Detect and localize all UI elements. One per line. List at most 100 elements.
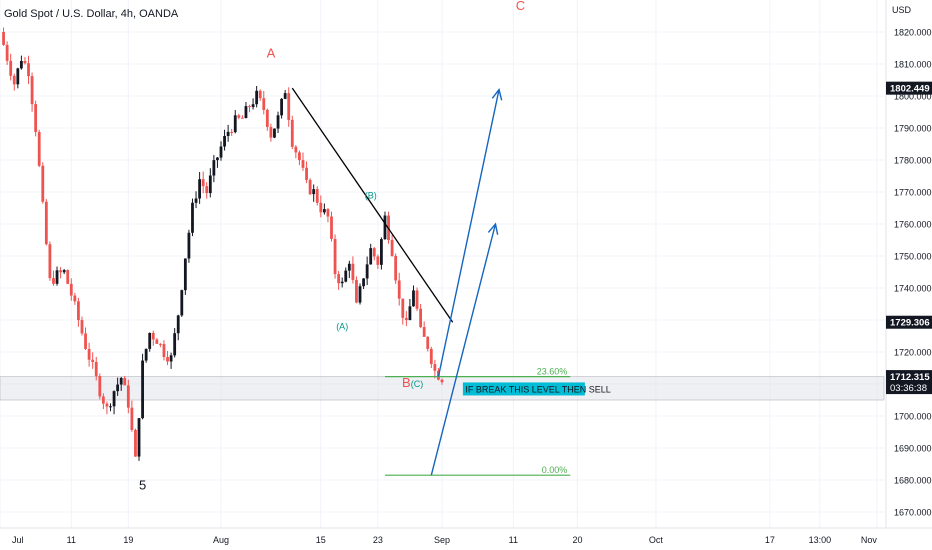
- candle-body: [258, 90, 262, 99]
- candle-body: [419, 308, 423, 328]
- candle-body: [91, 359, 95, 363]
- candle-body: [298, 152, 301, 161]
- candle-body: [216, 157, 219, 161]
- candle-body: [380, 239, 383, 265]
- note-box: [462, 382, 585, 396]
- candle-body: [347, 263, 351, 271]
- y-tick-label: 1690.000: [894, 444, 932, 454]
- candle-body: [123, 377, 127, 386]
- x-tick-label: 11: [509, 535, 518, 545]
- y-tick-label: 1770.000: [894, 188, 932, 198]
- candle-body: [198, 179, 202, 199]
- candle-body: [244, 106, 248, 119]
- candle-body: [126, 385, 130, 408]
- x-tick-label: 11: [67, 535, 76, 545]
- y-tick-label: 1670.000: [894, 508, 932, 518]
- candle-body: [112, 391, 116, 407]
- candle-body: [2, 32, 5, 45]
- candle-body: [134, 429, 137, 457]
- candle-body: [37, 131, 41, 166]
- wave-label: 5: [139, 478, 146, 493]
- candle-body: [180, 290, 184, 316]
- chart-title: Gold Spot / U.S. Dollar, 4h, OANDA: [4, 8, 179, 20]
- candle-body: [223, 135, 226, 147]
- candle-body: [30, 76, 34, 105]
- x-tick-label: 23: [373, 535, 383, 545]
- candle-body: [109, 406, 112, 408]
- candle-body: [362, 278, 365, 287]
- candle-body: [183, 258, 187, 291]
- currency-label: USD: [892, 5, 912, 15]
- price-label: 1802.449: [890, 84, 930, 95]
- x-tick-label: Jul: [12, 535, 24, 545]
- candle-body: [105, 403, 109, 407]
- x-tick-label: Oct: [649, 535, 664, 545]
- candle-body: [9, 60, 13, 76]
- candle-body: [390, 239, 394, 256]
- candle-body: [119, 377, 123, 385]
- candle-body: [365, 264, 369, 279]
- candle-body: [116, 384, 120, 392]
- candle-body: [77, 301, 80, 321]
- candle-body: [144, 348, 148, 361]
- candle-body: [219, 146, 223, 158]
- x-tick-label: Aug: [213, 535, 229, 545]
- candle-body: [426, 336, 430, 349]
- candle-body: [226, 131, 230, 136]
- candle-body: [27, 63, 30, 77]
- y-tick-label: 1790.000: [894, 124, 932, 134]
- grid-lines: [0, 0, 884, 528]
- candle-body: [397, 280, 401, 299]
- y-tick-label: 1750.000: [894, 252, 932, 262]
- candle-body: [48, 244, 52, 279]
- candle-body: [101, 396, 105, 404]
- candle-body: [176, 315, 180, 334]
- candle-body: [248, 106, 251, 108]
- y-tick-label: 1740.000: [894, 284, 932, 294]
- countdown-label: 03:36:38: [890, 383, 927, 394]
- wave-label: C: [516, 0, 525, 13]
- projection-arrow-head: [491, 88, 503, 101]
- candle-body: [433, 364, 437, 371]
- fib-level-label: 0.00%: [542, 465, 568, 475]
- fib-level-label: 23.60%: [537, 367, 568, 377]
- candle-body: [230, 131, 234, 133]
- candle-body: [294, 146, 298, 153]
- candle-body: [301, 160, 305, 168]
- candle-body: [440, 379, 444, 383]
- candle-body: [212, 160, 216, 176]
- candle-body: [326, 209, 330, 217]
- x-tick-label: 20: [572, 535, 582, 545]
- candle-body: [137, 418, 141, 457]
- candle-body: [69, 283, 73, 296]
- candle-body: [44, 201, 48, 245]
- candle-body: [369, 248, 373, 265]
- candle-body: [308, 179, 312, 195]
- candle-body: [340, 281, 344, 284]
- candle-body: [404, 317, 408, 321]
- candle-body: [151, 332, 155, 340]
- candle-body: [162, 344, 166, 358]
- candle-body: [233, 115, 237, 133]
- wave-label: A: [267, 46, 276, 61]
- candle-body: [330, 216, 333, 239]
- candle-body: [255, 90, 259, 105]
- wave-label: (A): [336, 322, 348, 332]
- time-axis: Jul 11 19 Aug 15 23 Sep 11 20 Oct 17 13:00 Nov: [0, 527, 932, 545]
- x-tick-label: 15: [316, 535, 326, 545]
- candle-body: [87, 348, 91, 360]
- candle-body: [205, 186, 209, 194]
- candle-body: [5, 44, 9, 61]
- candle-body: [155, 339, 159, 344]
- candle-body: [19, 60, 23, 69]
- x-tick-label: Nov: [861, 535, 878, 545]
- candle-body: [251, 104, 255, 108]
- candle-body: [130, 407, 134, 430]
- candle-body: [322, 209, 326, 213]
- candle-body: [358, 286, 362, 303]
- candle-body: [34, 104, 38, 132]
- candle-body: [52, 278, 55, 284]
- x-tick-label: 13:00: [809, 535, 832, 545]
- candle-body: [94, 362, 98, 377]
